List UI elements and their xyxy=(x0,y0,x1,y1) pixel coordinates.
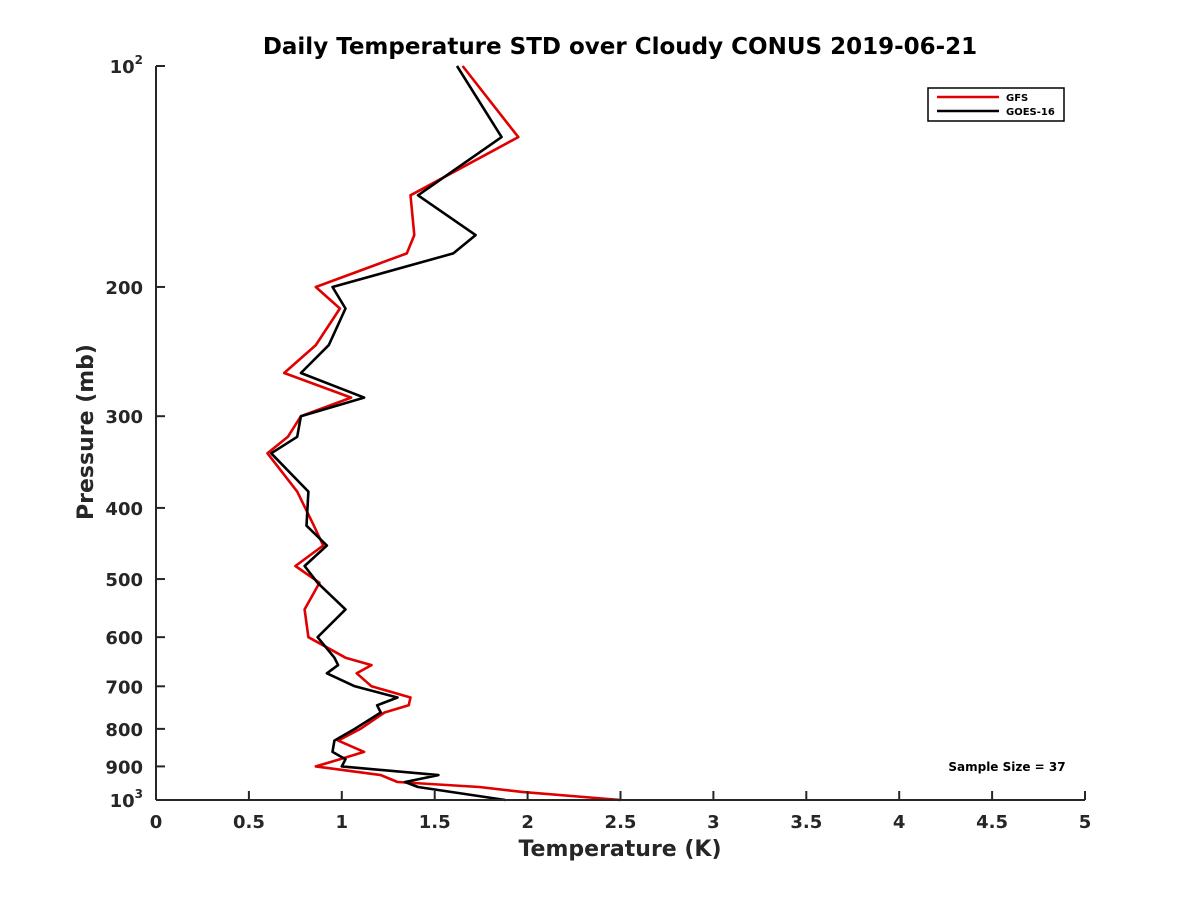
x-tick-label: 2 xyxy=(521,812,534,833)
sample-size-annotation: Sample Size = 37 xyxy=(948,760,1065,774)
y-tick-label: 300 xyxy=(105,407,143,428)
y-tick-label: 600 xyxy=(105,628,143,649)
x-tick-label: 4.5 xyxy=(976,812,1008,833)
x-tick-label: 0.5 xyxy=(233,812,265,833)
x-axis-ticks: 0 0.5 1 1.5 2 2.5 3 3.5 4 4.5 5 xyxy=(150,791,1092,833)
x-tick-label: 1.5 xyxy=(419,812,451,833)
x-tick-label: 3.5 xyxy=(790,812,822,833)
y-axis-ticks: 102 200 300 400 500 600 700 800 900 103 xyxy=(105,53,165,812)
x-tick-label: 4 xyxy=(893,812,906,833)
y-tick-label: 200 xyxy=(105,278,143,299)
legend: GFS GOES-16 xyxy=(927,87,1065,122)
x-tick-label: 0 xyxy=(150,812,163,833)
y-tick-label: 103 xyxy=(110,787,143,812)
y-axis-label: Pressure (mb) xyxy=(74,344,99,520)
x-tick-label: 2.5 xyxy=(605,812,637,833)
x-tick-label: 3 xyxy=(707,812,720,833)
legend-label-gfs: GFS xyxy=(1006,93,1028,104)
y-tick-label: 900 xyxy=(105,757,143,778)
x-axis-label: Temperature (K) xyxy=(518,837,721,862)
x-tick-label: 5 xyxy=(1079,812,1092,833)
y-tick-label: 500 xyxy=(105,570,143,591)
series-line-gfs xyxy=(266,65,621,802)
y-tick-label: 800 xyxy=(105,720,143,741)
y-tick-label: 700 xyxy=(105,677,143,698)
series-layer xyxy=(266,65,621,802)
series-line-goes-16 xyxy=(269,65,506,802)
x-tick-label: 1 xyxy=(336,812,349,833)
legend-label-goes16: GOES-16 xyxy=(1006,107,1055,118)
y-tick-label: 400 xyxy=(105,499,143,520)
y-tick-label: 102 xyxy=(110,53,143,78)
chart-title: Daily Temperature STD over Cloudy CONUS … xyxy=(263,34,977,60)
legend-box xyxy=(927,87,1065,122)
plot-area: 0 0.5 1 1.5 2 2.5 3 3.5 4 4.5 5 102 200 300 400 500 600… xyxy=(105,53,1091,833)
